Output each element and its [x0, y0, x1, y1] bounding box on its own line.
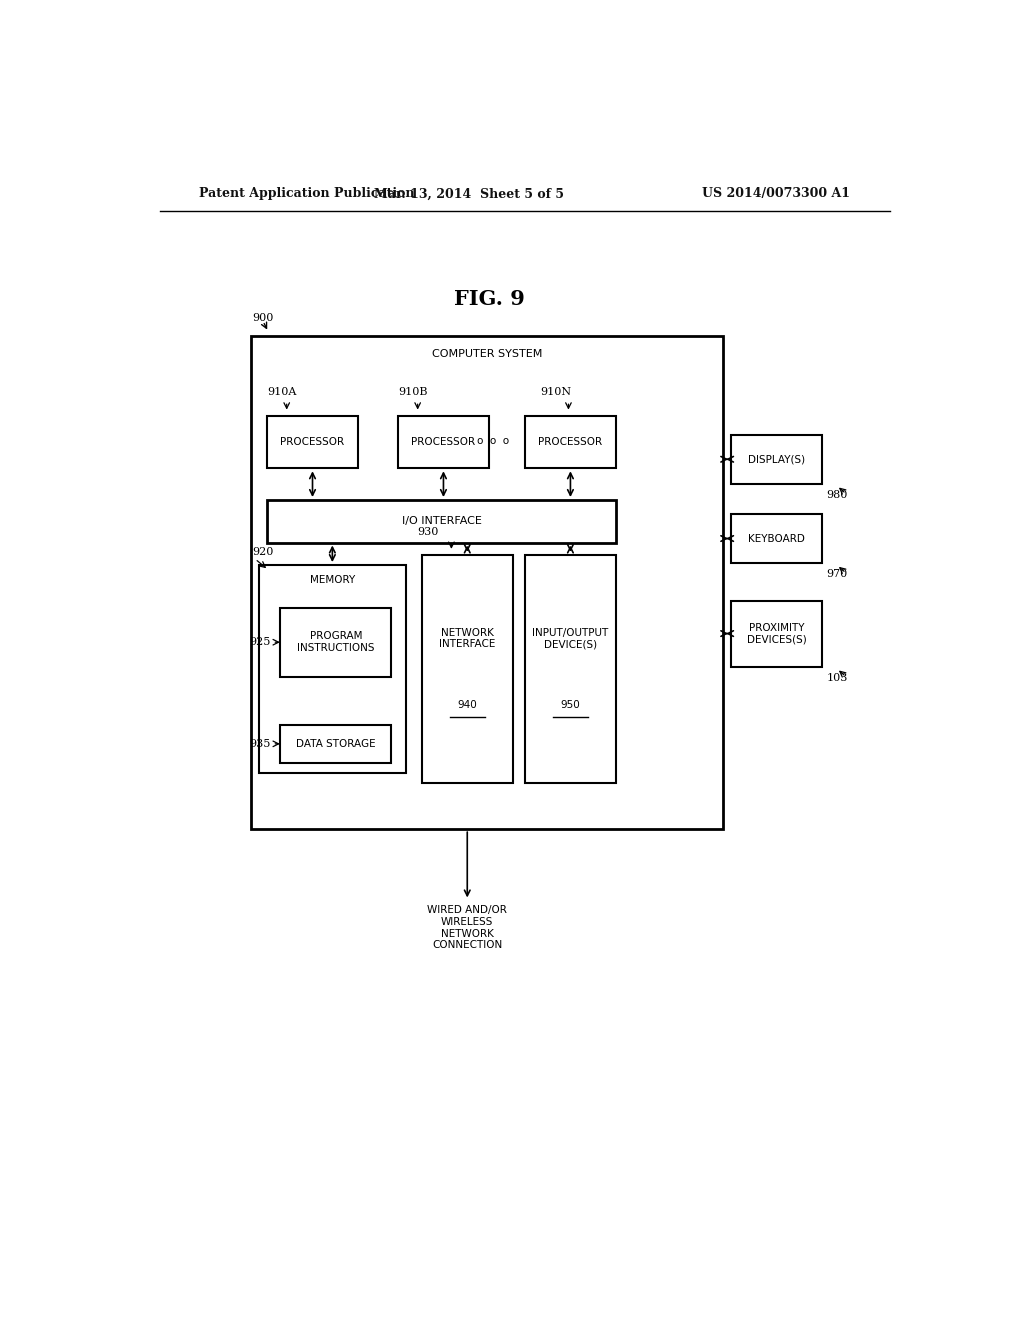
- Text: NETWORK
INTERFACE: NETWORK INTERFACE: [439, 628, 496, 649]
- FancyBboxPatch shape: [267, 500, 616, 543]
- FancyBboxPatch shape: [267, 416, 358, 469]
- Text: 980: 980: [826, 490, 848, 500]
- Text: 925: 925: [250, 638, 270, 647]
- Text: KEYBOARD: KEYBOARD: [749, 533, 805, 544]
- Text: PROCESSOR: PROCESSOR: [539, 437, 602, 447]
- Text: PROCESSOR: PROCESSOR: [412, 437, 475, 447]
- Text: WIRED AND/OR
WIRELESS
NETWORK
CONNECTION: WIRED AND/OR WIRELESS NETWORK CONNECTION: [427, 906, 507, 950]
- Text: DISPLAY(S): DISPLAY(S): [749, 454, 805, 465]
- Text: 103: 103: [826, 673, 848, 682]
- Text: MEMORY: MEMORY: [309, 576, 355, 585]
- Text: US 2014/0073300 A1: US 2014/0073300 A1: [702, 187, 850, 201]
- Text: 940: 940: [458, 700, 477, 710]
- FancyBboxPatch shape: [259, 565, 406, 774]
- FancyBboxPatch shape: [731, 434, 822, 483]
- Text: 920: 920: [253, 546, 274, 557]
- Text: 950: 950: [560, 700, 581, 710]
- FancyBboxPatch shape: [397, 416, 489, 469]
- Text: DATA STORAGE: DATA STORAGE: [296, 739, 376, 748]
- FancyBboxPatch shape: [422, 554, 513, 784]
- Text: 935: 935: [250, 739, 270, 748]
- Text: PROXIMITY
DEVICES(S): PROXIMITY DEVICES(S): [746, 623, 807, 644]
- Text: 910N: 910N: [541, 387, 571, 397]
- Text: I/O INTERFACE: I/O INTERFACE: [401, 516, 481, 527]
- Text: 900: 900: [253, 313, 274, 323]
- FancyBboxPatch shape: [281, 725, 391, 763]
- Text: 910B: 910B: [397, 387, 427, 397]
- Text: FIG. 9: FIG. 9: [454, 289, 524, 309]
- FancyBboxPatch shape: [524, 416, 616, 469]
- Text: PROCESSOR: PROCESSOR: [281, 437, 344, 447]
- FancyBboxPatch shape: [251, 337, 723, 829]
- Text: INPUT/OUTPUT
DEVICE(S): INPUT/OUTPUT DEVICE(S): [532, 628, 608, 649]
- Text: PROGRAM
INSTRUCTIONS: PROGRAM INSTRUCTIONS: [297, 631, 375, 653]
- FancyBboxPatch shape: [731, 515, 822, 562]
- Text: COMPUTER SYSTEM: COMPUTER SYSTEM: [432, 350, 543, 359]
- Text: Mar. 13, 2014  Sheet 5 of 5: Mar. 13, 2014 Sheet 5 of 5: [374, 187, 564, 201]
- Text: 910A: 910A: [267, 387, 296, 397]
- Text: 930: 930: [418, 527, 439, 536]
- Text: Patent Application Publication: Patent Application Publication: [200, 187, 415, 201]
- FancyBboxPatch shape: [281, 607, 391, 677]
- FancyBboxPatch shape: [731, 601, 822, 667]
- Text: o  o  o: o o o: [477, 436, 509, 446]
- FancyBboxPatch shape: [524, 554, 616, 784]
- Text: 970: 970: [826, 569, 848, 579]
